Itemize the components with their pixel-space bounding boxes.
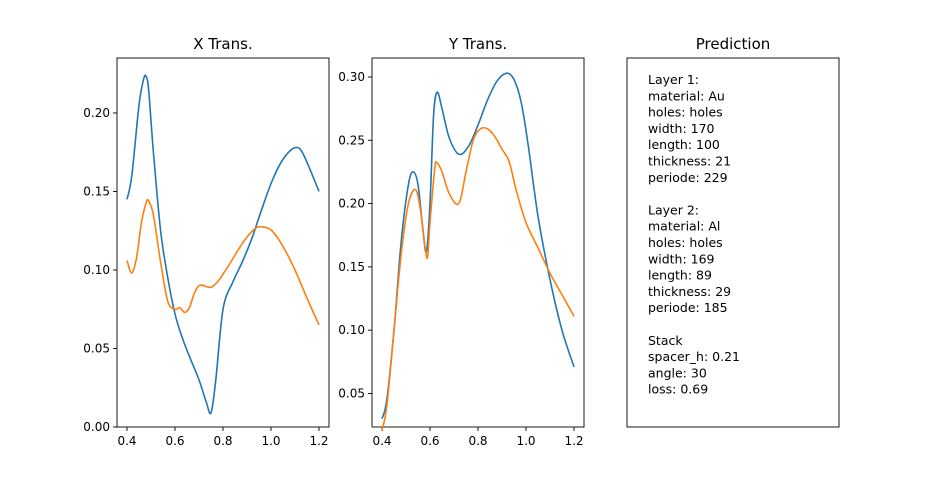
prediction-line: Layer 2: xyxy=(648,202,699,217)
y-trans-y-tick-label: 0.05 xyxy=(338,386,365,400)
prediction-line: thickness: 21 xyxy=(648,154,731,169)
prediction-line: width: 170 xyxy=(648,121,715,136)
x-trans-title: X Trans. xyxy=(193,35,252,53)
x-trans-series-1-line xyxy=(126,74,320,415)
y-trans-x-tick-label: 1.0 xyxy=(516,434,535,448)
x-trans-x-tick-label: 0.8 xyxy=(213,434,232,448)
prediction-line: loss: 0.69 xyxy=(648,382,708,397)
prediction-title: Prediction xyxy=(696,35,771,53)
y-trans-chart: Y Trans. 0.4 0.6 0.8 1.0 1.2 0.05 0.10 0.15 0.2… xyxy=(338,35,585,448)
x-trans-y-tick-label: 0.10 xyxy=(83,263,110,277)
y-trans-y-tick-label: 0.30 xyxy=(338,70,365,84)
prediction-line: periode: 229 xyxy=(648,170,728,185)
x-trans-y-tick-label: 0.05 xyxy=(83,341,110,355)
prediction-text: Layer 1: material: Au holes: holes width: 1… xyxy=(648,72,740,397)
y-trans-y-axis: 0.05 0.10 0.15 0.20 0.25 0.30 xyxy=(338,70,372,400)
x-trans-y-tick-label: 0.15 xyxy=(83,184,110,198)
x-trans-x-tick-label: 1.2 xyxy=(309,434,328,448)
x-trans-series-2-line xyxy=(126,198,320,326)
prediction-line: periode: 185 xyxy=(648,300,728,315)
x-trans-x-tick-label: 0.6 xyxy=(165,434,184,448)
prediction-line: length: 100 xyxy=(648,137,720,152)
x-trans-chart: X Trans. 0.4 0.6 0.8 1.0 1.2 0.00 0.05 0.10 0.1… xyxy=(83,35,330,448)
y-trans-series-1-line xyxy=(381,72,575,420)
y-trans-title: Y Trans. xyxy=(448,35,507,53)
prediction-line: angle: 30 xyxy=(648,365,707,380)
y-trans-x-tick-label: 1.2 xyxy=(564,434,583,448)
y-trans-series-2-line xyxy=(381,126,575,431)
x-trans-x-axis: 0.4 0.6 0.8 1.0 1.2 xyxy=(117,427,329,448)
x-trans-y-tick-label: 0.00 xyxy=(83,420,110,434)
prediction-line: thickness: 29 xyxy=(648,284,731,299)
prediction-panel: Prediction Layer 1: material: Au holes: ho… xyxy=(626,35,840,428)
x-trans-plot-frame xyxy=(116,57,330,428)
x-trans-series xyxy=(126,74,320,415)
prediction-line: holes: holes xyxy=(648,105,723,120)
prediction-line: length: 89 xyxy=(648,268,712,283)
y-trans-x-tick-label: 0.6 xyxy=(420,434,439,448)
y-trans-y-tick-label: 0.10 xyxy=(338,323,365,337)
prediction-line: width: 169 xyxy=(648,251,715,266)
x-trans-y-axis: 0.00 0.05 0.10 0.15 0.20 xyxy=(83,106,117,434)
y-trans-y-tick-label: 0.15 xyxy=(338,260,365,274)
x-trans-x-tick-label: 1.0 xyxy=(261,434,280,448)
prediction-line: holes: holes xyxy=(648,235,723,250)
y-trans-y-tick-label: 0.25 xyxy=(338,133,365,147)
prediction-line: material: Al xyxy=(648,219,720,234)
x-trans-x-tick-label: 0.4 xyxy=(117,434,136,448)
y-trans-x-tick-label: 0.4 xyxy=(372,434,391,448)
prediction-line: material: Au xyxy=(648,88,725,103)
prediction-line: Stack xyxy=(648,333,683,348)
y-trans-plot-frame xyxy=(371,57,585,428)
prediction-frame xyxy=(626,57,840,428)
x-trans-y-tick-label: 0.20 xyxy=(83,106,110,120)
y-trans-x-axis: 0.4 0.6 0.8 1.0 1.2 xyxy=(372,427,584,448)
y-trans-y-tick-label: 0.20 xyxy=(338,197,365,211)
y-trans-x-tick-label: 0.8 xyxy=(468,434,487,448)
prediction-line: spacer_h: 0.21 xyxy=(648,349,740,364)
y-trans-series xyxy=(381,72,575,431)
prediction-line: Layer 1: xyxy=(648,72,699,87)
